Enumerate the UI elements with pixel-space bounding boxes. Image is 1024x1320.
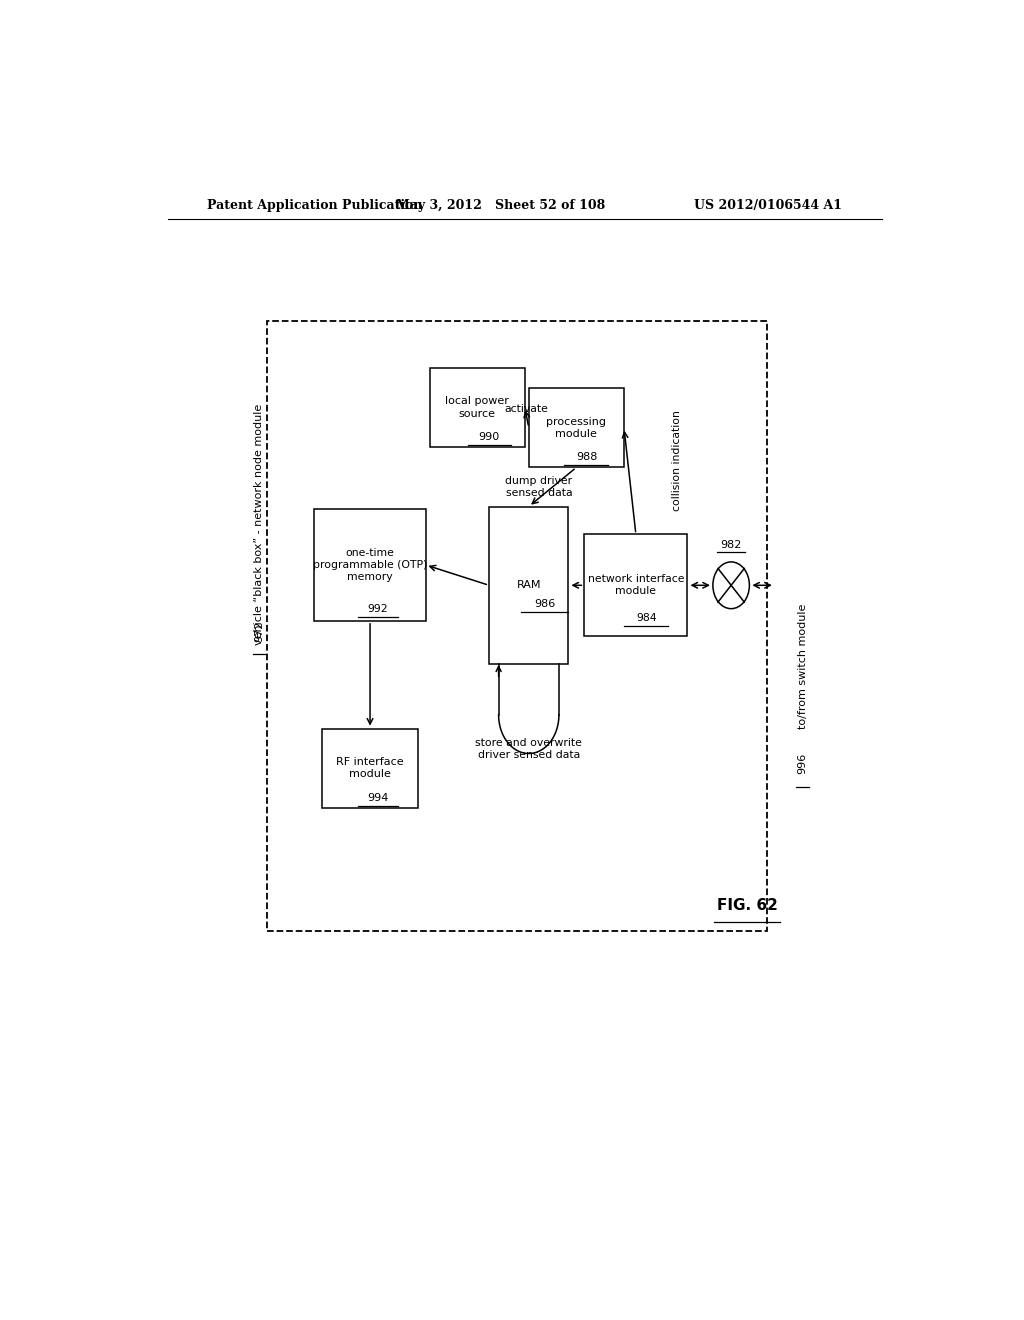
Bar bbox=[323, 729, 418, 808]
Bar bbox=[585, 535, 687, 636]
Text: 996: 996 bbox=[798, 752, 808, 774]
Bar bbox=[314, 510, 426, 620]
Text: RF interface
module: RF interface module bbox=[336, 758, 403, 779]
Text: activate: activate bbox=[505, 404, 549, 413]
Text: 990: 990 bbox=[478, 432, 500, 442]
Text: 988: 988 bbox=[577, 453, 597, 462]
Text: one-time
programmable (OTP)
memory: one-time programmable (OTP) memory bbox=[313, 548, 427, 582]
Text: dump driver
sensed data: dump driver sensed data bbox=[505, 477, 572, 498]
Text: FIG. 62: FIG. 62 bbox=[717, 898, 777, 913]
Text: 972: 972 bbox=[254, 620, 264, 642]
Text: 994: 994 bbox=[368, 792, 389, 803]
Bar bbox=[528, 388, 624, 467]
Text: network interface
module: network interface module bbox=[588, 574, 684, 597]
Text: store and overwrite
driver sensed data: store and overwrite driver sensed data bbox=[475, 738, 583, 760]
Text: 982: 982 bbox=[721, 540, 741, 549]
Text: processing
module: processing module bbox=[547, 417, 606, 440]
Bar bbox=[267, 321, 767, 931]
Text: 992: 992 bbox=[368, 603, 388, 614]
Bar bbox=[430, 368, 525, 447]
Text: US 2012/0106544 A1: US 2012/0106544 A1 bbox=[694, 198, 842, 211]
Text: RAM: RAM bbox=[516, 581, 541, 590]
Text: to/from switch module: to/from switch module bbox=[798, 605, 808, 729]
Text: collision indication: collision indication bbox=[672, 411, 682, 511]
Text: Patent Application Publication: Patent Application Publication bbox=[207, 198, 423, 211]
Text: 986: 986 bbox=[534, 598, 555, 609]
Bar bbox=[489, 507, 568, 664]
Text: May 3, 2012   Sheet 52 of 108: May 3, 2012 Sheet 52 of 108 bbox=[396, 198, 605, 211]
Text: local power
source: local power source bbox=[445, 396, 509, 418]
Text: 984: 984 bbox=[636, 612, 656, 623]
Text: vehicle “black box” - network node module: vehicle “black box” - network node modul… bbox=[254, 404, 264, 645]
